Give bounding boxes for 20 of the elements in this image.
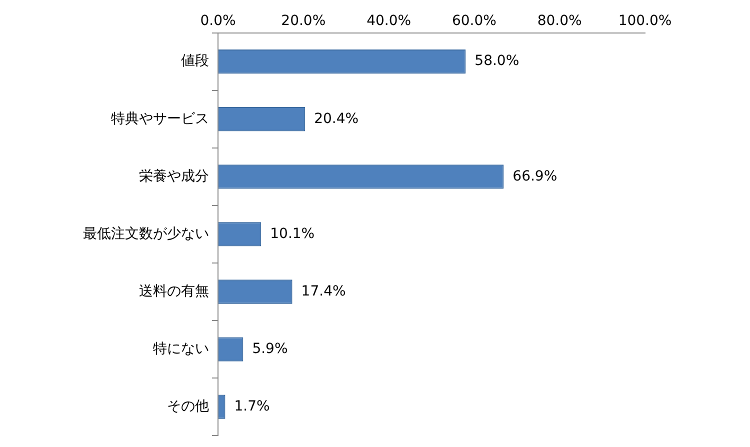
data-label: 5.9% (252, 340, 288, 357)
data-label: 17.4% (301, 283, 346, 300)
y-tick-label: 栄養や成分 (139, 168, 209, 184)
y-tick-label: その他 (167, 398, 209, 414)
x-tick-label: 80.0% (537, 13, 582, 30)
y-tick-label: 送料の有無 (139, 283, 209, 300)
x-tick-label: 0.0% (200, 13, 236, 30)
y-tick-label: 最低注文数が少ない (83, 226, 209, 242)
data-label: 58.0% (474, 53, 520, 70)
x-tick-label: 100.0% (618, 13, 672, 30)
data-label: 10.1% (270, 226, 315, 242)
data-label: 1.7% (234, 398, 270, 414)
data-label: 66.9% (512, 168, 558, 184)
x-tick-label: 40.0% (366, 13, 412, 30)
x-tick-label: 60.0% (452, 13, 496, 30)
y-tick-label: 特にない (153, 340, 209, 357)
x-tick-label: 20.0% (281, 13, 326, 30)
data-label: 20.4% (314, 110, 359, 127)
y-tick-label: 特典やサービス (111, 110, 209, 127)
y-tick-label: 値段 (181, 53, 209, 70)
